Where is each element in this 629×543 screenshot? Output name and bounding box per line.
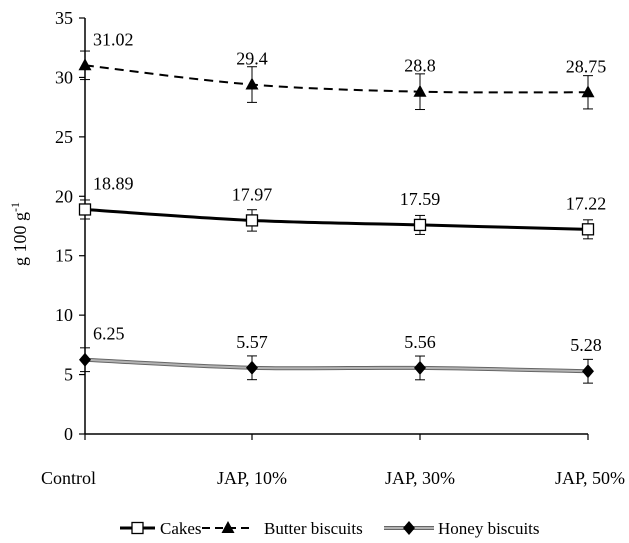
- data-labels: 18.89 17.97 17.59 17.22 31.02 29.4 28.8 28.75 6.…: [93, 29, 606, 355]
- marker-open-square: [245, 214, 259, 227]
- data-label: 28.75: [566, 56, 607, 76]
- marker-triangle: [221, 521, 235, 533]
- marker-open-square: [581, 223, 595, 236]
- marker-diamond: [414, 360, 426, 375]
- marker-triangle: [581, 85, 595, 98]
- data-label: 17.97: [232, 184, 273, 204]
- series-butter-biscuits: [78, 50, 595, 111]
- y-tick-label: 25: [55, 127, 73, 147]
- marker-open-square: [413, 218, 427, 232]
- series-cakes: [78, 199, 595, 240]
- y-tick-label: 20: [55, 186, 73, 206]
- marker-diamond: [79, 352, 91, 367]
- marker-diamond: [582, 364, 594, 379]
- y-axis-label: g 100 g-1: [8, 202, 30, 266]
- legend-label: Cakes: [160, 519, 202, 538]
- legend-item-cakes: Cakes: [120, 519, 202, 538]
- marker-triangle: [78, 58, 92, 71]
- series-layer: [78, 50, 595, 384]
- y-tick-label: 5: [64, 365, 73, 385]
- marker-diamond: [246, 360, 258, 375]
- series-honey-biscuits: [79, 347, 594, 384]
- data-label: 5.28: [570, 335, 602, 355]
- marker-open-square: [131, 521, 144, 535]
- legend-item-butter-biscuits: Butter biscuits: [202, 519, 363, 538]
- y-axis-label-superscript: -1: [8, 202, 22, 212]
- series-line: [84, 207, 589, 231]
- x-tick-label: Control: [41, 468, 96, 488]
- data-label: 5.57: [236, 332, 268, 352]
- data-label: 18.89: [93, 173, 134, 193]
- data-label: 28.8: [404, 56, 436, 76]
- marker-triangle: [413, 84, 427, 97]
- y-tick-label: 15: [55, 246, 73, 266]
- marker-diamond: [403, 521, 415, 535]
- legend-item-honey-biscuits: Honey biscuits: [384, 519, 540, 538]
- marker-open-square: [78, 203, 92, 216]
- data-label: 5.56: [404, 332, 436, 352]
- data-label: 17.22: [566, 193, 607, 213]
- y-tick-label: 10: [55, 305, 73, 325]
- legend: Cakes Butter biscuits Honey biscuits: [120, 519, 540, 538]
- marker-triangle: [245, 77, 259, 90]
- y-tick-label: 30: [55, 67, 73, 87]
- x-tick-label: JAP, 10%: [217, 468, 287, 488]
- data-label: 29.4: [236, 49, 268, 69]
- legend-label: Honey biscuits: [438, 519, 540, 538]
- x-tick-label: JAP, 50%: [555, 468, 625, 488]
- series-line: [84, 64, 589, 94]
- data-label: 6.25: [93, 324, 125, 344]
- x-tick-label: JAP, 30%: [385, 468, 455, 488]
- legend-label: Butter biscuits: [264, 519, 363, 538]
- series-line: [84, 358, 589, 373]
- y-tick-label: 0: [64, 424, 73, 444]
- data-label: 17.59: [400, 189, 441, 209]
- y-tick-label: 35: [55, 8, 73, 28]
- data-label: 31.02: [93, 29, 134, 49]
- axes: 0 5 10 15 20 25 30 35 Control JAP, 10% JAP, 30% JAP…: [41, 8, 625, 488]
